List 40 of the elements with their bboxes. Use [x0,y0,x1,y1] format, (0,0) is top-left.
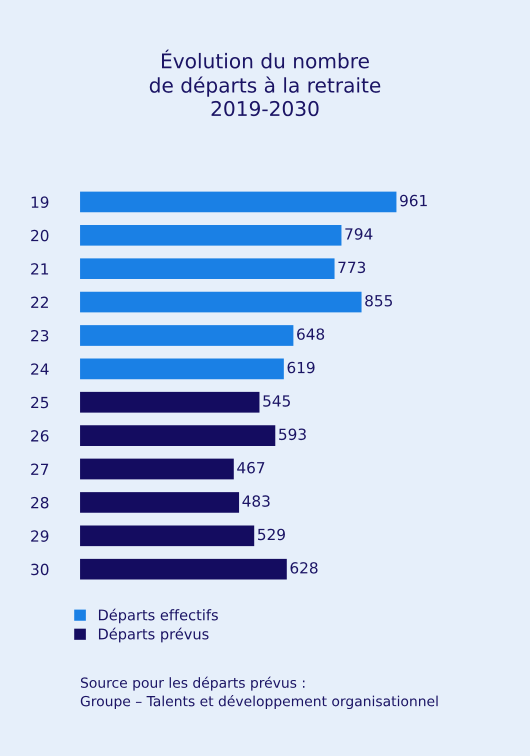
data-label: 628 [290,562,318,574]
data-label: 648 [297,328,324,340]
y-tick-label: 29 [31,530,48,542]
legend-label: Départs prévus [98,628,209,642]
y-tick-label: 24 [31,363,49,375]
bar [80,558,287,580]
data-label: 619 [288,362,315,374]
bar [80,458,234,480]
data-label: 855 [365,294,392,307]
bar [80,325,294,346]
y-tick-label: 19 [32,196,48,208]
y-tick-label: 27 [31,464,48,475]
y-tick-label: 22 [31,296,48,308]
data-label: 545 [263,395,290,407]
bar [80,192,396,212]
y-tick-label: 26 [31,430,49,442]
data-label: 794 [345,228,372,240]
data-label: 529 [258,528,285,540]
data-label: 961 [400,194,427,206]
data-label: 773 [338,262,366,274]
bar [80,525,254,546]
data-label: 593 [279,428,306,440]
data-label: 483 [242,495,270,507]
bar [80,492,240,513]
chart-title: Évolution du nombre de départs à la retraite 2019-2030 [150,50,380,116]
bar [80,358,284,380]
bar [80,425,276,446]
bar [80,258,335,280]
y-tick-label: 30 [31,564,48,576]
data-label: 467 [237,462,264,474]
bar [80,392,260,413]
y-tick-label: 28 [31,496,48,508]
y-tick-label: 20 [31,230,48,242]
bar [80,292,362,312]
y-tick-label: 25 [31,396,48,408]
y-tick-label: 23 [31,330,48,342]
source-note: Source pour les départs prévus : Groupe – Talents et développement organisationnel [80,676,438,710]
y-tick-label: 21 [31,263,48,274]
legend-label: Départs effectifs [98,608,218,624]
bar [80,224,342,246]
